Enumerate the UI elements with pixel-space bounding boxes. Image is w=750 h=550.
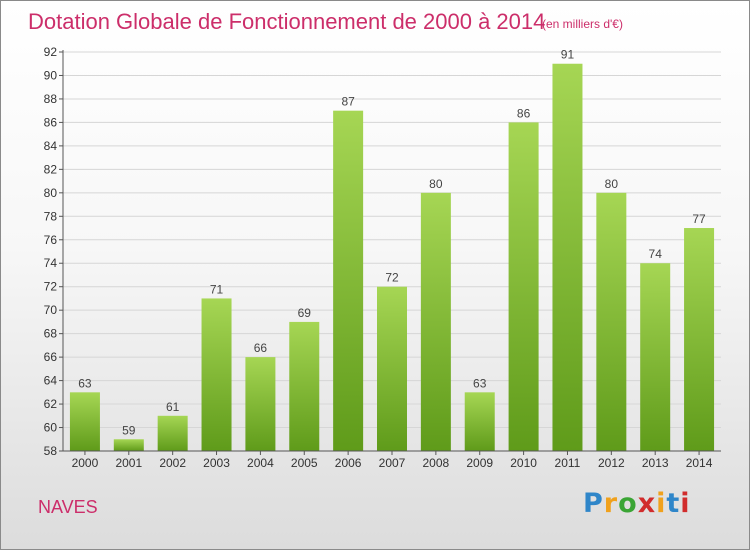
- y-tick-label: 66: [44, 350, 58, 364]
- logo-letter: i: [680, 488, 691, 519]
- x-tick-label: 2012: [598, 456, 625, 470]
- proxiti-logo: Proxiti: [583, 488, 691, 519]
- x-tick-label: 2009: [466, 456, 493, 470]
- chart-unit: (en milliers d'€): [542, 17, 623, 31]
- x-tick-label: 2000: [72, 456, 99, 470]
- bar: [377, 286, 407, 451]
- data-label: 91: [561, 48, 575, 62]
- bar: [640, 263, 671, 451]
- y-tick-label: 70: [44, 303, 58, 317]
- data-label: 77: [692, 212, 706, 226]
- y-tick-label: 64: [44, 374, 58, 388]
- bar: [684, 228, 715, 451]
- y-tick-label: 90: [44, 68, 58, 82]
- bar: [201, 298, 232, 451]
- place-name: NAVES: [38, 497, 98, 517]
- x-tick-label: 2013: [642, 456, 669, 470]
- logo-letter: P: [583, 488, 604, 519]
- bars: 63 59 61 71 66 69 87 72 80 63 86 91 80 74 77: [69, 48, 715, 452]
- data-label: 59: [122, 423, 136, 437]
- y-tick-label: 76: [44, 233, 58, 247]
- bar: [157, 415, 188, 451]
- bar: [508, 122, 539, 451]
- y-tick-label: 68: [44, 327, 58, 341]
- bar: [333, 110, 364, 452]
- data-label: 86: [517, 106, 531, 120]
- y-tick-label: 78: [44, 209, 58, 223]
- y-tick-label: 80: [44, 186, 58, 200]
- logo-letter: t: [666, 488, 681, 519]
- chart-title: Dotation Globale de Fonctionnement de 20…: [28, 9, 546, 34]
- bar: [289, 321, 320, 451]
- data-label: 72: [385, 271, 399, 285]
- x-tick-label: 2010: [510, 456, 537, 470]
- y-tick-label: 72: [44, 280, 58, 294]
- logo-letter: i: [656, 488, 667, 519]
- data-label: 69: [298, 306, 312, 320]
- x-tick-label: 2001: [115, 456, 142, 470]
- data-label: 80: [429, 177, 443, 191]
- x-tick-label: 2005: [291, 456, 318, 470]
- x-tick-label: 2003: [203, 456, 230, 470]
- y-tick-label: 86: [44, 115, 58, 129]
- y-tick-label: 74: [44, 256, 58, 270]
- y-tick-label: 60: [44, 421, 58, 435]
- x-tick-label: 2006: [335, 456, 362, 470]
- bar: [113, 439, 144, 451]
- data-label: 61: [166, 400, 180, 414]
- axes: 58 60 62 64 66 68 70 72 74 76 78 80 82 84 86 88 90 92 2000…: [44, 45, 721, 470]
- bar: [596, 192, 627, 451]
- logo-letter: x: [637, 488, 657, 519]
- x-tick-label: 2014: [686, 456, 713, 470]
- data-label: 80: [605, 177, 619, 191]
- bar: [69, 392, 100, 451]
- y-tick-label: 88: [44, 92, 58, 106]
- data-label: 74: [649, 247, 663, 261]
- y-tick-label: 84: [44, 139, 58, 153]
- y-tick-label: 82: [44, 162, 58, 176]
- y-tick-label: 92: [44, 45, 58, 59]
- y-tick-label: 62: [44, 397, 58, 411]
- data-label: 66: [254, 341, 268, 355]
- x-tick-label: 2002: [159, 456, 186, 470]
- data-label: 71: [210, 282, 224, 296]
- bar: [552, 63, 583, 452]
- logo-letter: o: [618, 488, 638, 519]
- data-label: 63: [78, 376, 92, 390]
- bar: [420, 192, 451, 451]
- bar: [245, 357, 276, 451]
- y-tick-label: 58: [44, 444, 58, 458]
- x-tick-label: 2008: [423, 456, 450, 470]
- logo-letter: r: [603, 488, 619, 519]
- data-label: 63: [473, 376, 487, 390]
- x-tick-label: 2007: [379, 456, 406, 470]
- data-label: 87: [341, 95, 355, 109]
- bar: [464, 392, 495, 451]
- x-tick-label: 2004: [247, 456, 274, 470]
- x-tick-label: 2011: [555, 456, 581, 470]
